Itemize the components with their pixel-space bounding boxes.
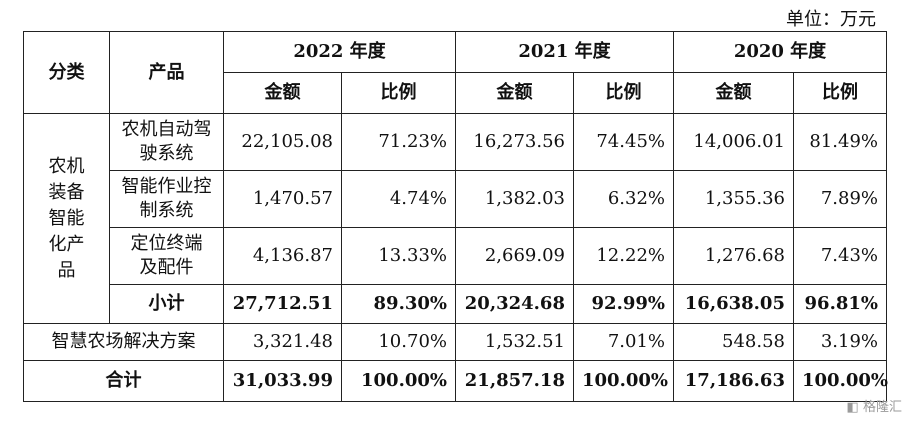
header-row-metrics: 金额 比例 金额 比例 金额 比例: [24, 72, 887, 114]
amount-cell: 16,273.56: [455, 113, 574, 171]
amount-cell: 1,532.51: [455, 323, 574, 361]
watermark: ◧ 格隆汇: [847, 396, 902, 415]
revenue-table: 分类 产品 2022 年度 2021 年度 2020 年度 金额 比例 金额 比…: [23, 31, 888, 402]
header-amount: 金额: [455, 72, 574, 114]
ratio-cell: 89.30%: [341, 284, 456, 324]
total-label: 合计: [23, 360, 224, 402]
amount-cell: 31,033.99: [223, 360, 342, 402]
ratio-cell: 81.49%: [793, 113, 887, 171]
watermark-text: 格隆汇: [862, 400, 902, 415]
amount-cell: 21,857.18: [455, 360, 574, 402]
ratio-cell: 92.99%: [573, 284, 674, 324]
amount-cell: 1,382.03: [455, 170, 574, 228]
ratio-cell: 100.00%: [573, 360, 674, 402]
ratio-cell: 13.33%: [341, 227, 456, 285]
smart-farm-row: 智慧农场解决方案 3,321.48 10.70% 1,532.51 7.01% …: [23, 323, 887, 361]
amount-cell: 17,186.63: [673, 360, 794, 402]
group-category-cell: 农机装备智能化产品: [23, 113, 110, 324]
ratio-cell: 96.81%: [793, 284, 887, 324]
table-row: 定位终端及配件 4,136.87 13.33% 2,669.09 12.22% …: [24, 227, 887, 285]
unit-label: 单位：万元: [786, 9, 876, 30]
smart-farm-label: 智慧农场解决方案: [23, 323, 224, 361]
header-year-2020: 2020 年度: [673, 31, 887, 73]
ratio-cell: 12.22%: [573, 227, 674, 285]
header-year-2021: 2021 年度: [455, 31, 674, 73]
header-amount: 金额: [673, 72, 794, 114]
subtotal-row: 小计 27,712.51 89.30% 20,324.68 92.99% 16,…: [24, 284, 887, 324]
ratio-cell: 100.00%: [341, 360, 456, 402]
amount-cell: 27,712.51: [223, 284, 342, 324]
ratio-cell: 7.43%: [793, 227, 887, 285]
amount-cell: 16,638.05: [673, 284, 794, 324]
ratio-cell: 10.70%: [341, 323, 456, 361]
ratio-cell: 4.74%: [341, 170, 456, 228]
ratio-cell: 7.01%: [573, 323, 674, 361]
table-row: 农机装备智能化产品 农机自动驾驶系统 22,105.08 71.23% 16,2…: [23, 113, 887, 324]
header-category: 分类: [23, 31, 110, 114]
amount-cell: 1,355.36: [673, 170, 794, 228]
amount-cell: 14,006.01: [673, 113, 794, 171]
header-row-years: 分类 产品 2022 年度 2021 年度 2020 年度: [23, 31, 887, 114]
amount-cell: 20,324.68: [455, 284, 574, 324]
ratio-cell: 100.00%: [793, 360, 888, 402]
header-year-2022: 2022 年度: [223, 31, 456, 73]
header-amount: 金额: [223, 72, 342, 114]
ratio-cell: 3.19%: [793, 323, 887, 361]
header-ratio: 比例: [341, 72, 456, 114]
amount-cell: 4,136.87: [223, 227, 342, 285]
group-category-label: 农机装备智能化产品: [48, 155, 85, 281]
product-label: 定位终端及配件: [109, 227, 224, 285]
ratio-cell: 7.89%: [793, 170, 887, 228]
amount-cell: 1,276.68: [673, 227, 794, 285]
amount-cell: 2,669.09: [455, 227, 574, 285]
amount-cell: 22,105.08: [223, 113, 342, 171]
header-ratio: 比例: [573, 72, 674, 114]
product-label: 农机自动驾驶系统: [109, 113, 224, 171]
total-row: 合计 31,033.99 100.00% 21,857.18 100.00% 1…: [23, 360, 888, 402]
amount-cell: 3,321.48: [223, 323, 342, 361]
amount-cell: 548.58: [673, 323, 794, 361]
header-ratio: 比例: [793, 72, 887, 114]
subtotal-label: 小计: [109, 284, 224, 324]
ratio-cell: 6.32%: [573, 170, 674, 228]
table-row: 智能作业控制系统 1,470.57 4.74% 1,382.03 6.32% 1…: [24, 170, 887, 228]
header-product: 产品: [109, 31, 224, 114]
amount-cell: 1,470.57: [223, 170, 342, 228]
ratio-cell: 74.45%: [573, 113, 674, 171]
ratio-cell: 71.23%: [341, 113, 456, 171]
product-label: 智能作业控制系统: [109, 170, 224, 228]
watermark-logo-icon: ◧: [846, 400, 859, 415]
